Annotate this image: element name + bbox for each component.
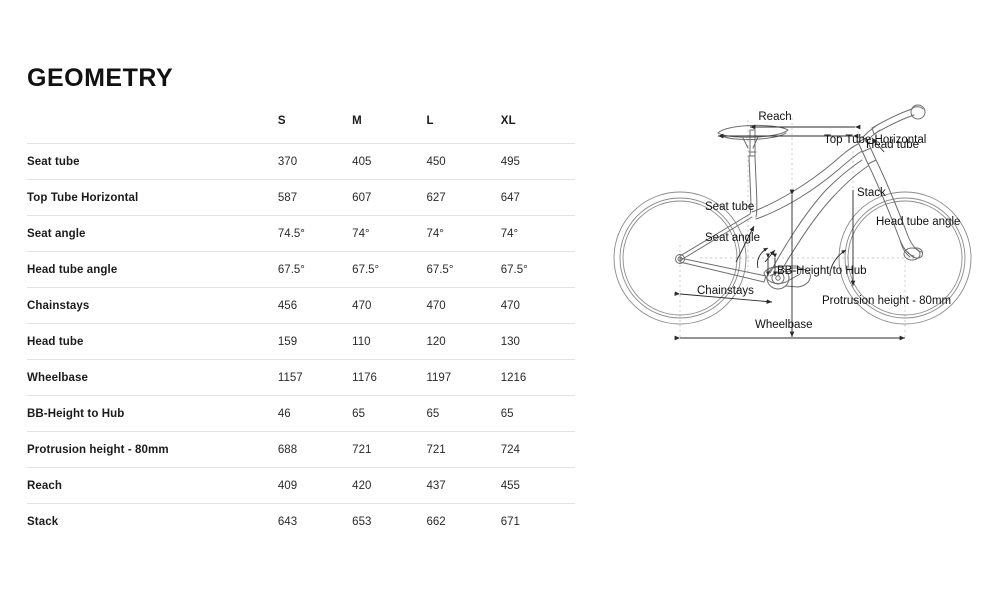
row-label: Seat tube xyxy=(27,155,80,168)
cell-l: 65 xyxy=(426,407,440,420)
label-stack: Stack xyxy=(857,187,886,199)
cell-xl: 470 xyxy=(500,299,520,312)
label-seat-angle: Seat angle xyxy=(705,232,760,244)
cell-s: 67.5° xyxy=(277,263,305,276)
cell-m: 420 xyxy=(352,479,372,492)
cell-xl: 495 xyxy=(500,155,520,168)
label-chainstays: Chainstays xyxy=(697,285,754,297)
dimension-arrows xyxy=(674,124,905,341)
cell-xl: 130 xyxy=(500,335,520,348)
cell-l: 450 xyxy=(426,155,446,168)
cell-l: 437 xyxy=(426,479,446,492)
cell-s: 1157 xyxy=(277,371,303,384)
table-row: Reach 409 420 437 455 xyxy=(27,467,575,504)
cell-xl: 65 xyxy=(500,407,514,420)
cell-l: 1197 xyxy=(426,371,452,384)
cell-s: 643 xyxy=(277,515,298,528)
column-header-l: L xyxy=(426,115,434,127)
rear-wheel xyxy=(613,191,747,325)
cell-xl: 74° xyxy=(500,227,519,240)
cell-m: 607 xyxy=(352,191,372,204)
table-row: Chainstays 456 470 470 470 xyxy=(27,287,575,324)
cell-m: 405 xyxy=(352,155,372,168)
table-header: S M L XL xyxy=(27,115,575,144)
cell-m: 110 xyxy=(352,335,371,348)
row-label: Head tube angle xyxy=(27,263,118,276)
cell-s: 688 xyxy=(277,443,298,456)
cell-s: 456 xyxy=(277,299,298,312)
table-row: BB-Height to Hub 46 65 65 65 xyxy=(27,395,575,432)
table-row: Stack 643 653 662 671 xyxy=(27,503,575,540)
cell-xl: 1216 xyxy=(500,371,527,384)
row-label: Seat angle xyxy=(27,227,86,240)
cell-l: 120 xyxy=(426,335,446,348)
label-protrusion-height: Protrusion height - 80mm xyxy=(822,295,951,307)
bicycle-geometry-diagram: Reach Top Tube Horizontal Head tube Stac… xyxy=(600,90,1000,350)
cell-l: 470 xyxy=(426,299,446,312)
row-label: Protrusion height - 80mm xyxy=(27,443,169,456)
cell-m: 67.5° xyxy=(352,263,380,276)
cell-xl: 671 xyxy=(500,515,520,528)
table-row: Seat tube 370 405 450 495 xyxy=(27,143,575,180)
angle-arcs xyxy=(757,247,847,277)
row-label: BB-Height to Hub xyxy=(27,407,125,420)
cell-s: 74.5° xyxy=(277,227,305,240)
table-header-row: S M L XL xyxy=(27,115,575,144)
table-row: Head tube 159 110 120 130 xyxy=(27,323,575,360)
row-label: Reach xyxy=(27,479,63,492)
row-label: Chainstays xyxy=(27,299,90,312)
page-title: GEOMETRY xyxy=(27,64,174,92)
cell-l: 721 xyxy=(426,443,446,456)
cell-xl: 455 xyxy=(500,479,520,492)
cell-l: 662 xyxy=(426,515,446,528)
row-label: Top Tube Horizontal xyxy=(27,191,139,204)
label-reach: Reach xyxy=(758,111,791,123)
cell-s: 409 xyxy=(277,479,298,492)
cell-xl: 724 xyxy=(500,443,520,456)
table-body: Seat tube 370 405 450 495 Top Tube Horizontal… xyxy=(27,143,575,540)
frame-outline xyxy=(675,104,926,290)
table-row: Seat angle 74.5° 74° 74° 74° xyxy=(27,215,575,252)
cell-s: 370 xyxy=(277,155,298,168)
label-head-tube-angle: Head tube angle xyxy=(876,216,960,228)
column-header-s: S xyxy=(277,115,286,127)
cell-xl: 67.5° xyxy=(500,263,528,276)
cell-m: 470 xyxy=(352,299,372,312)
cell-l: 74° xyxy=(426,227,444,240)
cell-m: 74° xyxy=(352,227,370,240)
cell-m: 1176 xyxy=(352,371,377,384)
column-header-xl: XL xyxy=(500,115,516,127)
cell-m: 653 xyxy=(352,515,372,528)
cell-l: 627 xyxy=(426,191,446,204)
cell-l: 67.5° xyxy=(426,263,454,276)
label-head-tube: Head tube xyxy=(866,139,919,151)
table-row: Head tube angle 67.5° 67.5° 67.5° 67.5° xyxy=(27,251,575,288)
row-label: Head tube xyxy=(27,335,84,348)
label-wheelbase: Wheelbase xyxy=(755,319,813,331)
label-bb-height-to-hub: BB-Height to Hub xyxy=(777,265,867,277)
cell-s: 587 xyxy=(277,191,298,204)
row-label: Stack xyxy=(27,515,59,528)
row-label: Wheelbase xyxy=(27,371,88,384)
cell-xl: 647 xyxy=(500,191,520,204)
geometry-table: S M L XL Seat tube 370 405 450 495 Top Tube H… xyxy=(27,115,575,539)
table-row: Top Tube Horizontal 587 607 627 647 xyxy=(27,179,575,216)
cell-s: 46 xyxy=(277,407,291,420)
front-wheel xyxy=(838,191,972,325)
label-top-tube-horizontal: Top Tube Horizontal xyxy=(824,134,926,146)
cell-m: 65 xyxy=(352,407,365,420)
cell-s: 159 xyxy=(277,335,298,348)
cell-m: 721 xyxy=(352,443,372,456)
column-header-metric xyxy=(27,115,278,144)
label-seat-tube: Seat tube xyxy=(705,201,754,213)
table-row: Protrusion height - 80mm 688 721 721 724 xyxy=(27,431,575,468)
column-header-m: M xyxy=(352,115,362,127)
table-row: Wheelbase 1157 1176 1197 1216 xyxy=(27,359,575,396)
geometry-table-panel: GEOMETRY S M L XL Seat tube 370 405 450 495 T… xyxy=(27,64,575,539)
